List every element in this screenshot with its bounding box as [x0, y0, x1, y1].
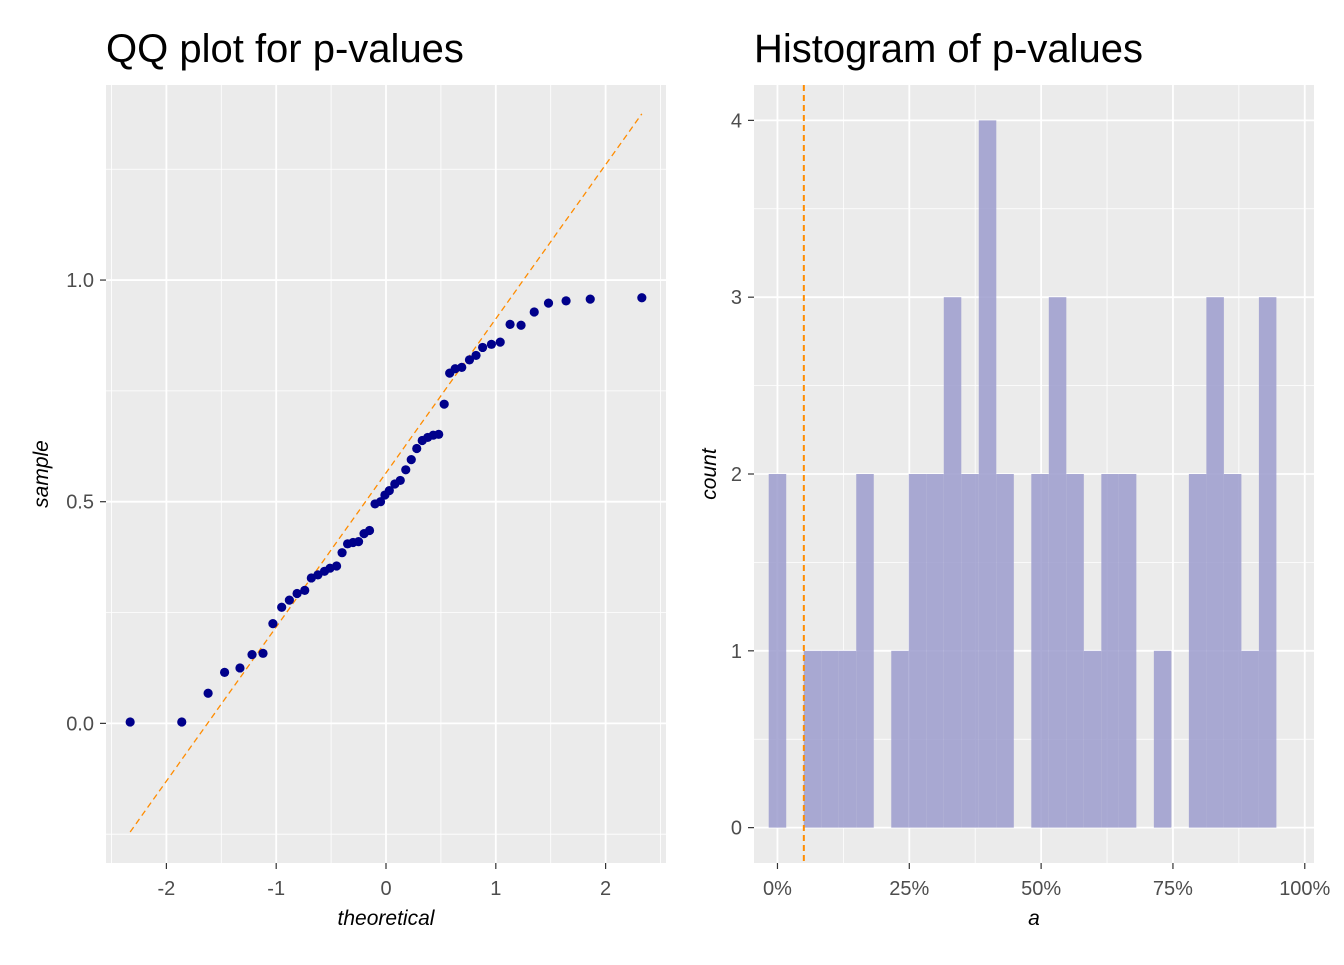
hist-y-tick-label: 0 — [731, 818, 742, 840]
qq-point — [268, 619, 278, 629]
qq-point — [277, 602, 287, 612]
qq-y-tick-label: 0.5 — [66, 492, 94, 514]
hist-y-tick-label: 2 — [731, 464, 742, 486]
qq-point — [439, 399, 449, 409]
qq-point — [516, 320, 526, 330]
qq-point — [486, 339, 497, 349]
qq-point — [219, 667, 230, 677]
hist-x-tick-label: 50% — [1021, 878, 1061, 900]
histogram-bar — [803, 650, 822, 828]
qq-plot-title: QQ plot for p-values — [106, 27, 464, 71]
histogram-bar — [1101, 474, 1119, 828]
qq-point — [337, 548, 347, 558]
histogram-bar — [926, 474, 944, 828]
histogram-bar — [908, 474, 927, 828]
histogram-x-axis-label: a — [1028, 907, 1040, 930]
histogram-panel: Histogram of p-values 0% 25% 50% 75% 100% 0 1… — [698, 27, 1331, 930]
histogram-bar — [891, 650, 909, 828]
qq-point — [235, 663, 245, 673]
qq-x-tick-label: -2 — [157, 878, 175, 900]
qq-y-axis-label: sample — [30, 440, 53, 508]
qq-point — [457, 362, 467, 372]
hist-x-tick-label: 75% — [1153, 878, 1193, 900]
qq-point — [505, 319, 515, 329]
qq-reference-line-segment — [129, 113, 643, 833]
qq-point — [284, 595, 294, 605]
qq-point — [258, 648, 268, 658]
qq-point — [529, 307, 539, 317]
qq-point — [364, 525, 375, 536]
qq-point — [464, 355, 475, 365]
qq-y-tick-label: 0.0 — [66, 713, 94, 735]
qq-points — [125, 293, 647, 727]
qq-point — [637, 293, 647, 303]
qq-y-tick-label: 1.0 — [66, 270, 94, 292]
qq-x-tick-label: 0 — [380, 878, 391, 900]
histogram-bar — [943, 297, 962, 828]
histogram-bar — [1153, 650, 1172, 828]
hist-x-tick-label: 0% — [763, 878, 792, 900]
histogram-bar — [1258, 297, 1277, 828]
qq-gridlines — [106, 85, 666, 863]
qq-point — [331, 561, 342, 571]
qq-reference-line — [129, 113, 643, 833]
hist-x-tick-label: 25% — [889, 878, 929, 900]
histogram-bars — [768, 120, 1277, 828]
histogram-bar — [996, 474, 1014, 828]
qq-point — [478, 342, 488, 353]
histogram-title: Histogram of p-values — [754, 27, 1143, 71]
qq-point — [300, 585, 310, 595]
qq-point — [177, 717, 187, 727]
qq-x-tick-label: -1 — [267, 878, 285, 900]
qq-x-tick-label: 1 — [490, 878, 501, 900]
qq-x-ticks: -2 -1 0 1 2 — [157, 863, 611, 900]
histogram-bar — [961, 474, 979, 828]
histogram-bar — [1223, 474, 1242, 828]
histogram-bar — [1083, 650, 1102, 828]
histogram-bar — [1188, 474, 1207, 828]
qq-point — [543, 298, 554, 308]
histogram-x-ticks: 0% 25% 50% 75% 100% — [763, 863, 1331, 900]
qq-point — [292, 588, 302, 599]
histogram-bar — [856, 474, 874, 828]
qq-point — [401, 465, 411, 475]
qq-x-axis-label: theoretical — [338, 907, 436, 930]
hist-y-tick-label: 3 — [731, 287, 742, 309]
histogram-y-axis-label: count — [698, 447, 721, 500]
qq-point — [406, 454, 416, 465]
histogram-bar — [838, 650, 857, 828]
hist-y-tick-label: 1 — [731, 641, 742, 663]
histogram-y-ticks: 0 1 2 3 4 — [731, 110, 754, 840]
qq-point — [375, 497, 386, 507]
qq-y-ticks: 0.0 0.5 1.0 — [66, 270, 106, 735]
histogram-bar — [1241, 650, 1259, 828]
qq-point — [434, 429, 444, 439]
qq-point — [471, 350, 481, 361]
qq-point — [495, 337, 505, 347]
hist-y-tick-label: 4 — [731, 110, 742, 132]
qq-plot-panel: QQ plot for p-values -2 -1 0 1 2 0.0 0.5 1.0 t… — [30, 27, 666, 930]
qq-point — [412, 443, 422, 454]
histogram-bar — [1206, 297, 1224, 828]
qq-point — [395, 475, 405, 486]
qq-point — [585, 294, 595, 304]
qq-point — [353, 537, 364, 547]
qq-point — [384, 486, 394, 496]
histogram-bar — [1048, 297, 1067, 828]
qq-point — [561, 296, 571, 306]
qq-point — [203, 688, 213, 698]
qq-point — [247, 650, 257, 660]
histogram-bar — [1066, 474, 1084, 828]
qq-point — [125, 717, 135, 727]
histogram-bar — [821, 650, 839, 828]
histogram-bar — [1031, 474, 1049, 828]
histogram-bar — [978, 120, 997, 828]
hist-x-tick-label: 100% — [1279, 878, 1330, 900]
histogram-bar — [768, 474, 787, 828]
qq-x-tick-label: 2 — [600, 878, 611, 900]
histogram-bar — [1118, 474, 1137, 828]
